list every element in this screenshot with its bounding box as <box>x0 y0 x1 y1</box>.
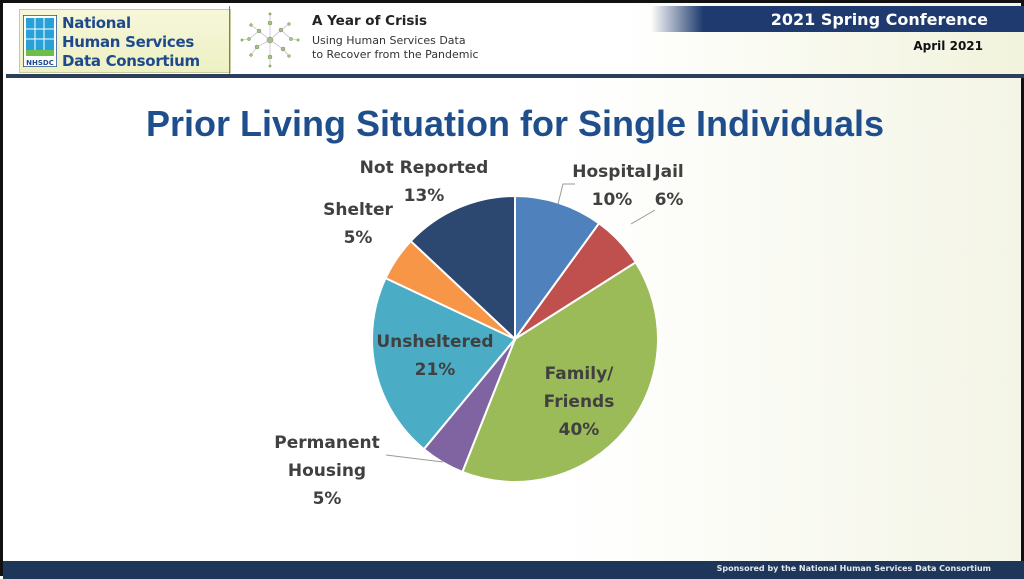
leader-line-permanent-housing <box>385 454 444 463</box>
data-label-line: Jail <box>653 162 683 182</box>
data-label-family-friends: Family/Friends 40% <box>544 364 615 440</box>
logo-line-3: Data Consortium <box>62 52 200 70</box>
data-label-hospital: Hospital 10% <box>572 162 651 210</box>
logo-line-1: National <box>62 14 131 32</box>
logo-wordmark: National Human Services Data Consortium <box>62 14 200 71</box>
pie-slice-family-friends <box>461 260 659 483</box>
data-label-line: Not Reported <box>360 158 489 178</box>
data-label-line: 5% <box>344 228 373 248</box>
leader-line-jail <box>630 209 656 225</box>
slide-title: Prior Living Situation for Single Indivi… <box>145 103 885 144</box>
crisis-subtitle-line-2: to Recover from the Pandemic <box>312 48 479 61</box>
data-label-line: 6% <box>655 190 684 210</box>
pie-slice-hospital <box>514 194 601 343</box>
crisis-title: A Year of Crisis <box>312 13 428 29</box>
leader-line-hospital <box>557 183 575 205</box>
data-label-line: 21% <box>415 360 456 380</box>
data-label-line: 5% <box>313 489 342 509</box>
header-rule <box>6 74 1024 78</box>
data-label-line: 10% <box>592 190 633 210</box>
footer-bar: Sponsored by the National Human Services… <box>3 561 1024 579</box>
map-grid-icon: NHSDC <box>23 15 57 67</box>
pie-chart: Hospital 10% Jail 6% Family/Friends 40% Perman… <box>274 158 683 509</box>
conference-title: 2021 Spring Conference <box>770 10 988 29</box>
data-label-line: Unsheltered <box>376 332 493 352</box>
data-label-shelter: Shelter 5% <box>323 200 393 248</box>
data-label-jail: Jail 6% <box>653 162 683 210</box>
data-label-line: Shelter <box>323 200 393 220</box>
conference-date: April 2021 <box>913 39 983 53</box>
header-divider <box>229 6 230 74</box>
data-label-line: Hospital <box>572 162 651 182</box>
footer-text: Sponsored by the National Human Services… <box>716 564 991 573</box>
crisis-subtitle: Using Human Services Data to Recover fro… <box>312 34 479 62</box>
logo-mark-text: NHSDC <box>26 59 54 67</box>
data-label-line: 40% <box>559 420 600 440</box>
nhsdc-logo: NHSDC National Human Services Data Conso… <box>19 9 231 73</box>
data-label-line: Friends <box>544 392 615 412</box>
pie-slice-unsheltered <box>371 276 517 451</box>
data-label-not-reported: Not Reported 13% <box>360 158 489 206</box>
data-label-line: Permanent <box>274 433 379 453</box>
data-label-unsheltered: Unsheltered 21% <box>376 332 493 380</box>
data-label-line: Housing <box>288 461 366 481</box>
virus-network-icon <box>240 12 300 68</box>
crisis-subtitle-line-1: Using Human Services Data <box>312 34 466 47</box>
data-label-line: 13% <box>404 186 445 206</box>
pie-slice-not-reported <box>409 194 516 342</box>
data-label-permanent-housing: Permanent Housing 5% <box>274 433 379 509</box>
data-label-line: Family/ <box>545 364 615 384</box>
conference-banner: 2021 Spring Conference <box>651 6 1024 32</box>
logo-line-2: Human Services <box>62 33 194 51</box>
